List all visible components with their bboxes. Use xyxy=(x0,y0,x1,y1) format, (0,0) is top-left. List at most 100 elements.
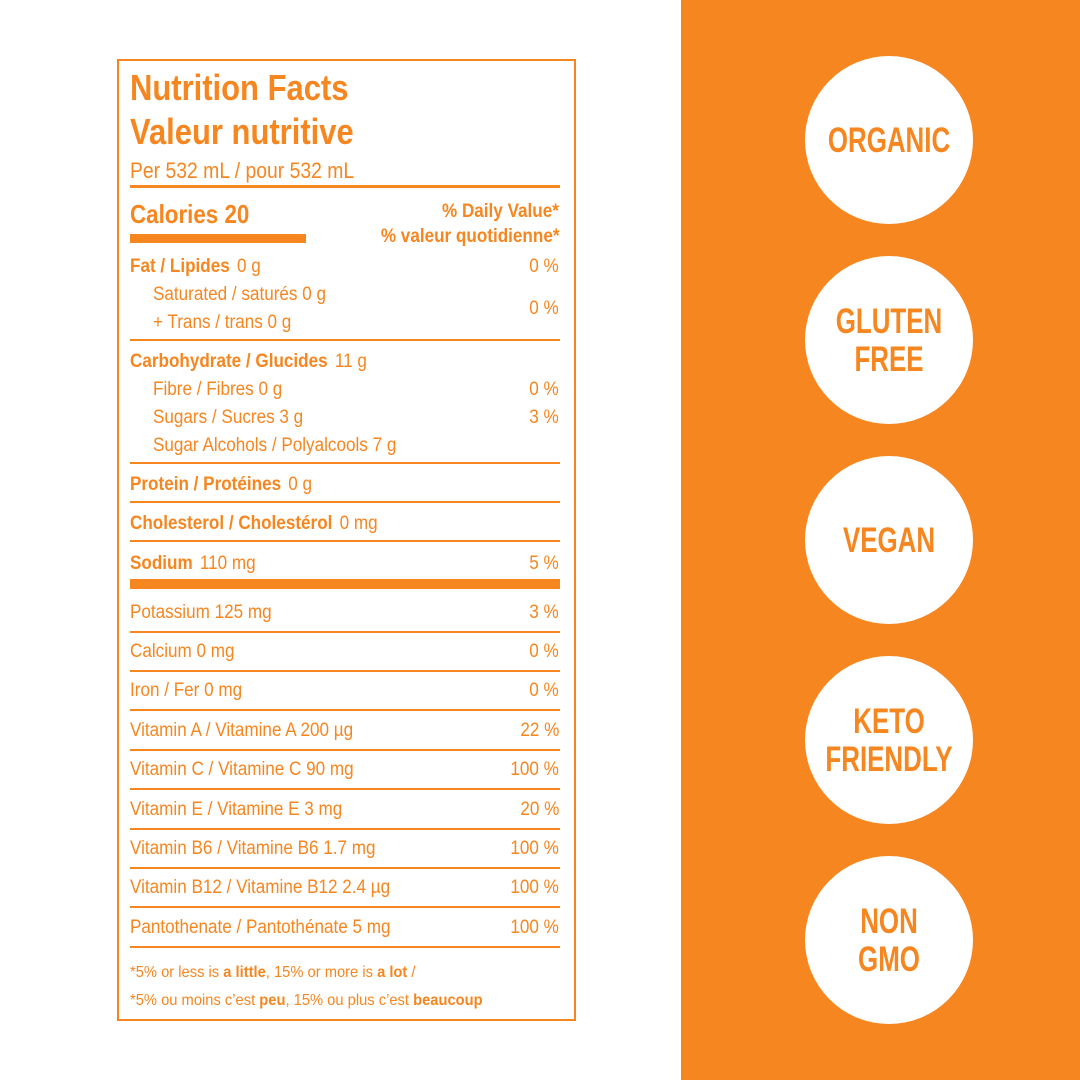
badge-text: KETO xyxy=(231,704,1080,739)
daily-value-pct-part: 20 % xyxy=(520,798,559,820)
nutrient-part: 11 g xyxy=(334,350,367,372)
nutrient-sub-part: Sugars / Sucres 3 g xyxy=(153,406,304,428)
rule xyxy=(130,630,560,633)
badge-text: ORGANIC xyxy=(231,123,1080,158)
nutrient: Pantothenate / Pantothénate 5 mg xyxy=(130,918,391,937)
daily-value-pct: 0 % xyxy=(530,681,559,700)
nutrient-part: Calcium 0 mg xyxy=(130,640,235,662)
rule xyxy=(130,462,560,464)
badge xyxy=(805,656,973,824)
daily-value-part: % valeur quotidienne* xyxy=(380,225,559,247)
daily-value-pct-part: 22 % xyxy=(520,719,559,741)
rule xyxy=(130,827,560,830)
badge-text-part: GLUTEN xyxy=(835,301,943,341)
daily-value-pct: 3 % xyxy=(530,408,559,427)
nutrient: Sodium 110 mg xyxy=(130,554,256,573)
nutrient: Fat / Lipides 0 g xyxy=(130,257,261,276)
nutrient-sub: Sugar Alcohols / Polyalcools 7 g xyxy=(153,436,396,455)
footnote-part: / xyxy=(407,964,416,981)
daily-value-pct: 100 % xyxy=(511,839,559,858)
nutrient: Calcium 0 mg xyxy=(130,642,235,661)
rule xyxy=(130,579,560,589)
nutrient-part: Protein / Protéines xyxy=(130,473,282,495)
nutrient: Vitamin E / Vitamine E 3 mg xyxy=(130,800,342,819)
badge-text-part: GMO xyxy=(858,939,920,979)
title: Nutrition Facts xyxy=(130,70,348,106)
nutrient: Protein / Protéines 0 g xyxy=(130,475,312,494)
daily-value-pct-part: 0 % xyxy=(529,255,559,277)
nutrient: Vitamin A / Vitamine A 200 µg xyxy=(130,721,353,740)
daily-value-pct: 3 % xyxy=(530,603,559,622)
daily-value-pct: 100 % xyxy=(511,878,559,897)
nutrient-sub: Saturated / saturés 0 g xyxy=(153,285,326,304)
nutrient: Carbohydrate / Glucides 11 g xyxy=(130,352,367,371)
daily-value-pct: 0 % xyxy=(530,380,559,399)
badge-text: FREE xyxy=(231,342,1080,377)
footnote-part: peu xyxy=(259,992,286,1009)
serving-part: Per 532 mL / pour 532 mL xyxy=(130,158,355,183)
daily-value-pct-part: 0 % xyxy=(529,640,559,662)
footnote-part: , 15% or more is xyxy=(265,964,378,981)
badge-text-part: VEGAN xyxy=(842,520,936,560)
daily-value-pct: 100 % xyxy=(511,760,559,779)
daily-value-pct: 5 % xyxy=(530,554,559,573)
badge-text: GLUTEN xyxy=(231,304,1080,339)
nutrient-part: Sodium xyxy=(130,552,193,574)
rule xyxy=(130,945,560,948)
daily-value-pct-part: 5 % xyxy=(529,552,559,574)
badge xyxy=(805,856,973,1024)
badge-text-part: KETO xyxy=(853,701,925,741)
daily-value-pct: 0 % xyxy=(530,299,559,318)
footnote-part: a little xyxy=(223,964,266,981)
rule xyxy=(130,234,306,243)
daily-value-pct-part: 100 % xyxy=(510,759,559,781)
nutrient-part: Vitamin A / Vitamine A 200 µg xyxy=(130,719,354,741)
rule xyxy=(130,669,560,672)
nutrient: Vitamin B12 / Vitamine B12 2.4 µg xyxy=(130,878,390,897)
nutrient-part: 110 mg xyxy=(199,552,256,574)
nutrition-label xyxy=(117,59,576,1021)
nutrient-sub-part: Saturated / saturés 0 g xyxy=(153,283,327,305)
nutrient-part: Cholesterol / Cholestérol xyxy=(130,512,333,534)
nutrient-sub: + Trans / trans 0 g xyxy=(153,313,291,332)
badge xyxy=(805,256,973,424)
daily-value-part: % Daily Value* xyxy=(442,200,559,222)
footnote: *5% ou moins c’est peu, 15% ou plus c’es… xyxy=(130,993,483,1009)
daily-value-pct-part: 100 % xyxy=(510,837,559,859)
daily-value-pct-part: 0 % xyxy=(529,297,559,319)
nutrient-sub: Fibre / Fibres 0 g xyxy=(153,380,282,399)
badge-text: FRIENDLY xyxy=(231,742,1080,777)
badge-text-part: FREE xyxy=(854,339,924,379)
nutrient-part: 0 g xyxy=(288,473,313,495)
nutrient-part: Iron / Fer 0 mg xyxy=(130,680,243,702)
nutrient-part: Pantothenate / Pantothénate 5 mg xyxy=(130,916,391,938)
rule xyxy=(130,185,560,188)
nutrient-sub-part: Fibre / Fibres 0 g xyxy=(153,378,283,400)
rule xyxy=(130,339,560,341)
footnote-part: *5% or less is xyxy=(130,964,224,981)
nutrient-part: Vitamin C / Vitamine C 90 mg xyxy=(130,759,354,781)
rule xyxy=(130,501,560,503)
nutrient: Vitamin C / Vitamine C 90 mg xyxy=(130,760,354,779)
rule xyxy=(130,748,560,751)
badge-text: GMO xyxy=(231,942,1080,977)
badge-text: VEGAN xyxy=(231,523,1080,558)
daily-value-pct: 0 % xyxy=(530,257,559,276)
daily-value-pct-part: 100 % xyxy=(510,916,559,938)
nutrient-part: Vitamin E / Vitamine E 3 mg xyxy=(130,798,343,820)
nutrient: Iron / Fer 0 mg xyxy=(130,681,242,700)
daily-value-pct-part: 3 % xyxy=(529,601,559,623)
nutrient-part: Potassium 125 mg xyxy=(130,601,272,623)
badge-text-part: FRIENDLY xyxy=(825,739,953,779)
daily-value-pct-part: 0 % xyxy=(529,680,559,702)
daily-value-pct-part: 100 % xyxy=(510,877,559,899)
nutrient: Vitamin B6 / Vitamine B6 1.7 mg xyxy=(130,839,376,858)
nutrient-part: Vitamin B12 / Vitamine B12 2.4 µg xyxy=(130,877,391,899)
nutrient-sub-part: + Trans / trans 0 g xyxy=(153,311,292,333)
rule xyxy=(130,540,560,542)
nutrient-sub: Sugars / Sucres 3 g xyxy=(153,408,303,427)
title: Valeur nutritive xyxy=(130,114,354,150)
daily-value-pct-part: 3 % xyxy=(529,406,559,428)
rule xyxy=(130,788,560,791)
calories: Calories 20 xyxy=(130,201,249,227)
